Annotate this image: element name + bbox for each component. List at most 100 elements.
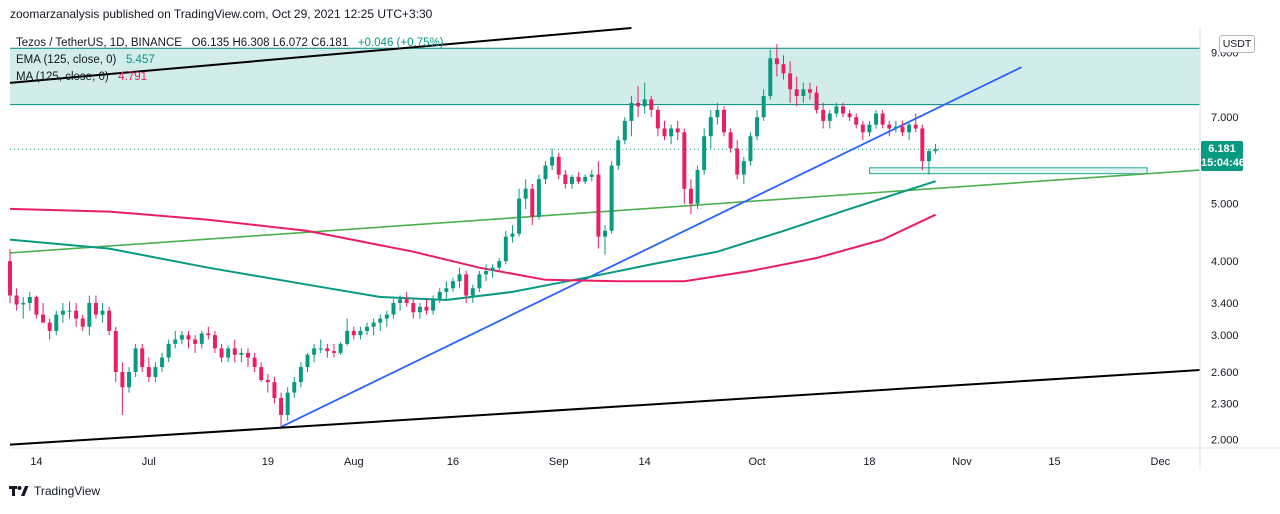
legend-symbol[interactable]: Tezos / TetherUS, 1D, BINANCE — [16, 37, 182, 49]
candle-body — [834, 106, 839, 114]
candle-body — [265, 380, 270, 383]
candle-body — [391, 302, 396, 315]
chart-legend: Tezos / TetherUS, 1D, BINANCE O6.135 H6.… — [16, 35, 444, 86]
legend-ema-row[interactable]: EMA (125, close, 0) 5.457 — [16, 52, 444, 69]
candle-body — [900, 126, 905, 133]
candle-body — [246, 352, 250, 358]
legend-symbol-row: Tezos / TetherUS, 1D, BINANCE O6.135 H6.… — [16, 35, 444, 52]
candle-body — [331, 351, 336, 353]
candle-body — [54, 314, 59, 331]
legend-ma-row[interactable]: MA (125, close, 0) 4.791 — [16, 69, 444, 86]
candle-body — [93, 302, 98, 315]
candle-body — [695, 170, 700, 204]
y-tick-label: 3.400 — [1211, 298, 1239, 310]
candle-body — [854, 117, 859, 125]
candle-body — [252, 357, 257, 368]
y-tick-label: 3.000 — [1211, 330, 1239, 342]
tradingview-footer[interactable]: TradingView — [9, 484, 100, 498]
candle-body — [847, 113, 852, 118]
candle-body — [801, 89, 806, 97]
candle-body — [774, 58, 779, 65]
candle-body — [464, 274, 469, 296]
blue-trendline — [280, 66, 1022, 428]
candle-body — [841, 106, 845, 114]
candle-body — [622, 120, 627, 141]
ma-125-line — [9, 207, 937, 283]
current-price-value: 6.181 — [1208, 143, 1236, 155]
candle-body — [444, 288, 449, 292]
candle-body — [173, 339, 178, 344]
x-tick-label: Jul — [142, 456, 156, 468]
candle-body — [556, 156, 561, 175]
candles — [8, 44, 938, 427]
x-tick-label: 16 — [447, 456, 459, 468]
x-tick-label: Oct — [748, 456, 765, 468]
candle-body — [722, 109, 726, 133]
candle-body — [232, 348, 237, 355]
candle-body — [920, 128, 925, 162]
candle-body — [907, 124, 912, 133]
candle-body — [517, 198, 522, 234]
candle-body — [781, 64, 786, 74]
y-tick-label: 5.000 — [1211, 199, 1239, 211]
candle-body — [338, 343, 343, 353]
candle-body — [153, 367, 158, 377]
candle-body — [212, 335, 217, 349]
candle-body — [576, 176, 581, 182]
candle-body — [160, 357, 165, 368]
candle-body — [827, 113, 832, 121]
candle-body — [318, 348, 323, 350]
tradingview-logo-icon — [9, 484, 29, 498]
x-tick-label: Nov — [952, 456, 972, 468]
candle-body — [312, 348, 317, 355]
tradingview-brand: TradingView — [34, 484, 101, 498]
y-tick-label: 7.000 — [1211, 112, 1239, 124]
candle-body — [298, 367, 303, 383]
candle-body — [166, 343, 171, 358]
x-tick-label: 19 — [262, 456, 274, 468]
candle-body — [669, 128, 674, 137]
legend-ma-label: MA (125, close, 0) — [16, 71, 109, 83]
channel-upper-line — [9, 27, 632, 84]
y-tick-label: 2.300 — [1211, 399, 1239, 411]
candle-body — [21, 302, 26, 305]
candle-body — [748, 136, 753, 162]
candle-body — [536, 179, 541, 217]
ema-125-line — [9, 180, 936, 301]
candle-body — [543, 165, 548, 180]
candle-body — [80, 318, 85, 327]
candle-body — [484, 270, 488, 275]
candle-body — [675, 128, 680, 133]
candle-body — [8, 261, 12, 296]
candle-body — [27, 296, 32, 303]
candle-body — [609, 165, 614, 231]
x-tick-label: 14 — [639, 456, 651, 468]
x-tick-label: 18 — [863, 456, 875, 468]
legend-ema-label: EMA (125, close, 0) — [16, 54, 117, 66]
candle-body — [74, 310, 79, 319]
candle-body — [14, 295, 19, 305]
x-tick-label: Aug — [344, 456, 364, 468]
candle-body — [682, 132, 687, 189]
candle-body — [880, 113, 885, 125]
currency-button[interactable]: USDT — [1219, 35, 1255, 53]
candle-body — [867, 124, 872, 133]
candle-body — [292, 382, 297, 393]
candle-body — [616, 140, 621, 166]
candle-body — [887, 124, 892, 129]
candle-body — [596, 174, 601, 237]
candle-body — [913, 124, 918, 129]
candle-body — [417, 306, 422, 313]
candle-body — [358, 330, 363, 336]
candle-body — [424, 306, 429, 311]
candle-body — [807, 89, 812, 93]
candle-body — [351, 330, 356, 336]
candle-body — [146, 367, 151, 377]
candle-body — [259, 367, 264, 381]
candle-body — [437, 291, 442, 300]
candle-body — [113, 330, 118, 372]
candle-body — [140, 348, 145, 368]
candle-body — [702, 136, 707, 171]
